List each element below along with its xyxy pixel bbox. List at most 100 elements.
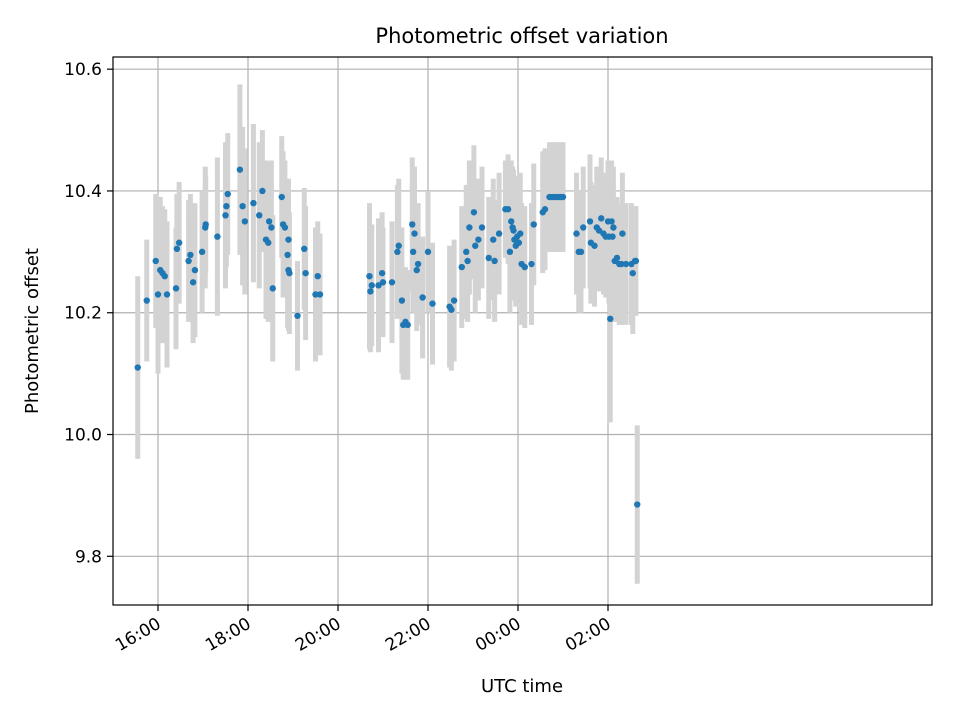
data-point	[629, 269, 636, 277]
data-point	[506, 248, 514, 256]
data-point	[241, 218, 249, 225]
data-point	[607, 315, 614, 323]
data-point	[316, 291, 324, 298]
data-point	[504, 206, 512, 213]
data-point	[163, 291, 171, 298]
data-point	[378, 269, 386, 277]
data-point	[191, 266, 199, 274]
data-point	[510, 227, 517, 234]
data-point	[448, 306, 455, 313]
data-point	[598, 215, 605, 222]
data-point	[189, 279, 197, 286]
chart-title: Photometric offset variation	[375, 24, 668, 48]
data-point	[395, 242, 402, 249]
data-point	[573, 230, 580, 237]
data-point	[470, 209, 478, 216]
data-point	[239, 202, 246, 210]
data-point	[632, 257, 640, 265]
data-point	[312, 291, 319, 298]
data-point	[265, 218, 273, 225]
data-point	[284, 251, 291, 259]
data-point	[134, 364, 141, 371]
data-point	[613, 254, 621, 262]
data-point	[591, 242, 598, 249]
y-tick-label: 10.6	[64, 60, 102, 80]
data-point	[368, 282, 375, 289]
data-point	[409, 248, 417, 256]
data-point	[301, 245, 308, 252]
data-point	[198, 248, 206, 256]
data-point	[608, 218, 615, 225]
data-point	[634, 501, 641, 508]
y-tick-label: 10.4	[64, 182, 102, 202]
data-point	[161, 273, 168, 280]
data-point	[414, 260, 422, 268]
data-point	[278, 193, 285, 201]
data-point	[424, 248, 432, 256]
data-point	[268, 224, 275, 231]
y-axis-ticks: 9.8 10.0 10.2 10.4 10.6	[64, 60, 113, 567]
x-axis-label: UTC time	[481, 676, 563, 697]
data-point	[379, 279, 387, 286]
data-point	[222, 212, 229, 219]
data-point	[521, 263, 528, 271]
plot-frame	[112, 56, 933, 606]
data-point	[269, 285, 276, 292]
data-point	[259, 187, 266, 195]
data-point	[172, 285, 180, 292]
data-point	[187, 251, 194, 259]
data-point	[236, 166, 244, 173]
data-point	[224, 190, 231, 198]
data-point	[281, 224, 289, 231]
data-point	[143, 297, 150, 304]
data-point	[250, 199, 257, 207]
data-point	[595, 227, 603, 234]
y-axis-label: Photometric offset	[22, 248, 43, 414]
data-point	[450, 297, 458, 304]
data-point	[577, 248, 585, 256]
data-point	[366, 273, 373, 280]
data-point	[419, 294, 426, 301]
data-point	[478, 224, 486, 231]
data-point	[404, 321, 411, 329]
data-point	[530, 221, 537, 228]
data-point	[394, 248, 401, 256]
data-point	[175, 239, 183, 246]
data-point	[302, 269, 309, 277]
data-point	[314, 273, 321, 280]
data-point	[429, 300, 436, 307]
data-point	[173, 245, 181, 252]
y-tick-label: 10.0	[64, 426, 102, 446]
data-point	[622, 260, 630, 268]
data-point	[185, 257, 192, 265]
data-point	[398, 297, 406, 304]
data-point	[375, 282, 382, 289]
data-point	[413, 266, 420, 274]
data-point	[202, 221, 209, 228]
data-point	[472, 242, 479, 249]
data-point	[154, 291, 162, 298]
data-point	[508, 218, 515, 225]
data-points	[134, 166, 641, 508]
data-point	[463, 248, 470, 256]
data-point	[294, 312, 301, 319]
y-tick-label: 9.8	[75, 547, 102, 567]
data-point	[541, 206, 549, 213]
data-point	[458, 263, 465, 271]
data-point	[466, 224, 473, 231]
data-point	[152, 257, 159, 265]
data-point	[388, 279, 396, 286]
data-point	[619, 230, 626, 237]
data-point	[214, 233, 221, 240]
data-point	[411, 230, 418, 237]
data-point	[491, 257, 498, 265]
data-point	[586, 218, 594, 225]
data-point	[485, 254, 492, 262]
data-point	[475, 236, 482, 243]
data-point	[609, 233, 616, 240]
data-point	[409, 221, 416, 228]
data-point	[286, 269, 293, 277]
data-point	[490, 236, 497, 243]
